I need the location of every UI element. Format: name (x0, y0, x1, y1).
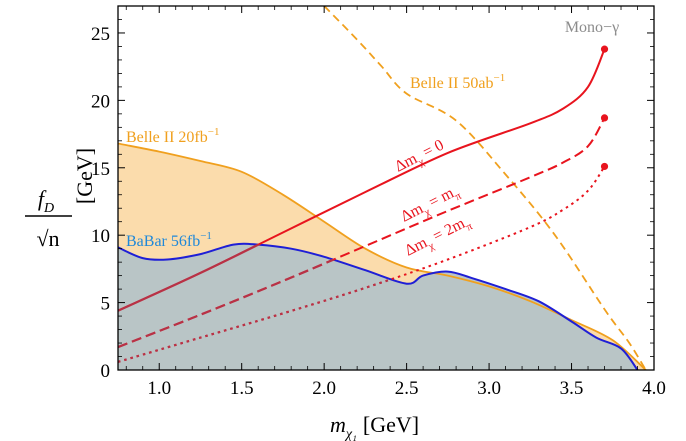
filled-regions (118, 143, 646, 370)
x-tick-label: 3.0 (477, 378, 501, 399)
belle2-50ab-line (323, 6, 647, 370)
x-tick-label: 4.0 (642, 378, 666, 399)
label-belle-20fb: Belle II 20fb−1 (126, 126, 219, 146)
curves (118, 6, 647, 370)
label-belle-50ab: Belle II 50ab−1 (410, 72, 505, 92)
y-label-denominator: √n (36, 226, 59, 251)
babar-56fb-line (118, 242, 639, 370)
y-tick-label: 5 (101, 294, 111, 315)
label-mono-gamma: Mono−γ (565, 19, 619, 36)
x-axis-label: mχ₁ [GeV] (330, 412, 419, 441)
endpoint-dot (600, 114, 609, 122)
label-babar-56fb: BaBar 56fb−1 (126, 230, 212, 250)
overlap-curves (118, 243, 606, 363)
dm-2mpi-line (118, 165, 606, 363)
x-tick-label: 3.5 (560, 378, 584, 399)
x-tick-label: 1.0 (147, 378, 171, 399)
y-tick-label: 0 (101, 361, 111, 382)
dm-mpi-line-overlap (118, 243, 606, 349)
y-label-unit: [GeV] (72, 148, 97, 204)
plot-frame (117, 5, 655, 371)
axis-ticks: 1.0 1.5 2.0 2.5 3.0 3.5 4.0 0 5 10 15 20 25 (91, 6, 666, 399)
y-axis-label: fD √n [GeV] (25, 148, 97, 251)
y-tick-label: 25 (91, 24, 110, 45)
y-tick-label: 20 (91, 91, 110, 112)
dm-zero-line-overlap (118, 243, 606, 312)
y-tick-label: 15 (91, 159, 110, 180)
y-label-numerator: fD (38, 186, 54, 216)
label-dm-zero: Δmχ = 0 (392, 137, 448, 180)
x-tick-label: 2.0 (312, 378, 336, 399)
babar-56fb-area (118, 243, 638, 370)
endpoint-dot (600, 45, 609, 53)
endpoint-dot (600, 162, 609, 171)
endpoint-dots (600, 45, 609, 171)
x-tick-label: 1.5 (230, 378, 254, 399)
x-tick-label: 2.5 (395, 378, 419, 399)
y-tick-label: 10 (91, 226, 110, 247)
